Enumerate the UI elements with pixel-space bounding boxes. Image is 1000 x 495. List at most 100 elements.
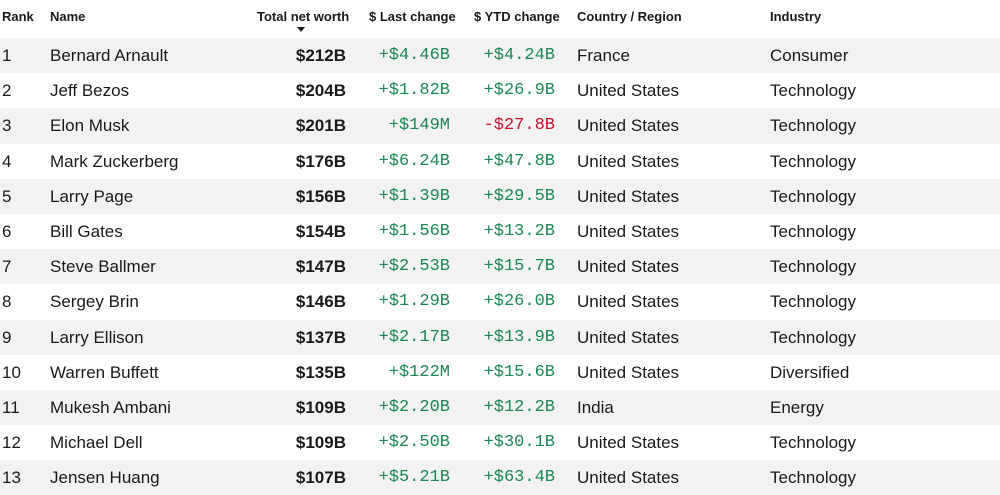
- rank-cell: 13: [2, 468, 21, 488]
- table-row[interactable]: 6 Bill Gates $154B +$1.56B +$13.2B United Sta…: [0, 214, 1000, 249]
- rank-cell: 3: [2, 116, 12, 136]
- industry-cell: Technology: [770, 257, 857, 277]
- industry-cell: Technology: [770, 221, 857, 241]
- country-cell: United States: [577, 468, 680, 488]
- net-worth-cell: $176B: [295, 151, 346, 171]
- name-cell[interactable]: Bernard Arnault: [50, 46, 169, 65]
- table-body: 1 Bernard Arnault $212B +$4.46B +$4.24B Franc…: [0, 38, 1000, 495]
- table-row[interactable]: 10 Warren Buffett $135B +$122M +$15.6B United…: [0, 355, 1000, 390]
- country-cell: United States: [577, 81, 680, 101]
- rank-cell: 5: [2, 186, 12, 206]
- header-last-change[interactable]: $ Last change: [369, 9, 456, 24]
- industry-cell: Technology: [770, 433, 857, 453]
- table-row[interactable]: 12 Michael Dell $109B +$2.50B +$30.1B United …: [0, 425, 1000, 460]
- last-change-cell: +$2.20B: [378, 397, 450, 417]
- name-cell[interactable]: Warren Buffett: [50, 362, 159, 382]
- industry-cell: Technology: [770, 151, 857, 171]
- rank-cell: 6: [2, 221, 12, 241]
- ytd-change-cell: +$13.9B: [483, 327, 555, 347]
- industry-cell: Diversified: [770, 362, 850, 382]
- country-cell: United States: [577, 151, 680, 171]
- last-change-cell: +$1.39B: [378, 186, 450, 206]
- table-row[interactable]: 8 Sergey Brin $146B +$1.29B +$26.0B United St…: [0, 284, 1000, 319]
- header-net-worth[interactable]: Total net worth: [257, 9, 350, 24]
- last-change-cell: +$2.53B: [378, 257, 450, 277]
- name-cell[interactable]: Elon Musk: [50, 116, 130, 136]
- name-cell[interactable]: Michael Dell: [50, 433, 143, 453]
- table-row[interactable]: 9 Larry Ellison $137B +$2.17B +$13.9B United …: [0, 319, 1000, 355]
- net-worth-cell: $137B: [295, 327, 346, 347]
- net-worth-cell: $109B: [295, 433, 346, 453]
- table-header: Rank Name Total net worth $ Last change …: [0, 0, 1000, 38]
- country-cell: United States: [577, 221, 680, 241]
- ytd-change-cell: +$13.2B: [483, 221, 555, 241]
- table-row[interactable]: 5 Larry Page $156B +$1.39B +$29.5B United Sta…: [0, 178, 1000, 214]
- name-cell[interactable]: Larry Ellison: [50, 327, 144, 347]
- net-worth-cell: $201B: [295, 116, 346, 136]
- net-worth-cell: $212B: [295, 46, 346, 65]
- last-change-cell: +$2.50B: [378, 433, 450, 453]
- header-name[interactable]: Name: [50, 9, 86, 24]
- net-worth-cell: $107B: [295, 468, 346, 488]
- rank-cell: 12: [2, 433, 21, 453]
- name-cell[interactable]: Larry Page: [50, 186, 134, 206]
- industry-cell: Technology: [770, 468, 857, 488]
- last-change-cell: +$122M: [388, 362, 450, 382]
- ytd-change-cell: +$47.8B: [483, 151, 555, 171]
- name-cell[interactable]: Jeff Bezos: [50, 81, 130, 101]
- country-cell: United States: [577, 116, 680, 136]
- header-industry[interactable]: Industry: [770, 9, 822, 24]
- ytd-change-cell: +$26.0B: [483, 292, 555, 312]
- industry-cell: Energy: [770, 397, 824, 417]
- country-cell: United States: [577, 292, 680, 312]
- name-cell[interactable]: Steve Ballmer: [50, 257, 156, 277]
- name-cell[interactable]: Mark Zuckerberg: [50, 151, 179, 171]
- net-worth-cell: $156B: [295, 186, 346, 206]
- industry-cell: Technology: [770, 116, 857, 136]
- name-cell[interactable]: Bill Gates: [50, 221, 123, 241]
- ytd-change-cell: +$26.9B: [483, 81, 555, 101]
- country-cell: United States: [577, 362, 680, 382]
- table-row[interactable]: 13 Jensen Huang $107B +$5.21B +$63.4B United …: [0, 460, 1000, 495]
- net-worth-cell: $154B: [295, 221, 346, 241]
- last-change-cell: +$149M: [388, 116, 450, 136]
- sort-descending-icon[interactable]: [297, 27, 305, 32]
- table-row[interactable]: 4 Mark Zuckerberg $176B +$6.24B +$47.8B Unite…: [0, 144, 1000, 179]
- rank-cell: 4: [2, 151, 12, 171]
- industry-cell: Consumer: [770, 46, 849, 65]
- industry-cell: Technology: [770, 81, 857, 101]
- table-row[interactable]: 7 Steve Ballmer $147B +$2.53B +$15.7B United …: [0, 249, 1000, 285]
- last-change-cell: +$4.46B: [378, 46, 450, 65]
- header-rank[interactable]: Rank: [2, 9, 34, 24]
- header-country[interactable]: Country / Region: [577, 9, 682, 24]
- rank-cell: 1: [2, 46, 12, 65]
- table-row[interactable]: 3 Elon Musk $201B +$149M -$27.8B United State…: [0, 108, 1000, 144]
- net-worth-cell: $135B: [295, 362, 346, 382]
- net-worth-cell: $204B: [295, 81, 346, 101]
- rank-cell: 11: [2, 397, 20, 417]
- last-change-cell: +$1.82B: [378, 81, 450, 101]
- industry-cell: Technology: [770, 327, 857, 347]
- table-row[interactable]: 1 Bernard Arnault $212B +$4.46B +$4.24B Franc…: [0, 38, 1000, 74]
- table-row[interactable]: 11 Mukesh Ambani $109B +$2.20B +$12.2B India E…: [0, 389, 1000, 426]
- net-worth-cell: $147B: [295, 257, 346, 277]
- ytd-change-cell: +$15.6B: [483, 362, 555, 382]
- last-change-cell: +$2.17B: [378, 327, 450, 347]
- net-worth-cell: $109B: [295, 397, 346, 417]
- last-change-cell: +$1.29B: [378, 292, 450, 312]
- name-cell[interactable]: Mukesh Ambani: [50, 397, 171, 417]
- last-change-cell: +$6.24B: [378, 151, 450, 171]
- ytd-change-cell: -$27.8B: [483, 116, 555, 136]
- name-cell[interactable]: Jensen Huang: [50, 468, 160, 488]
- name-cell[interactable]: Sergey Brin: [50, 292, 139, 312]
- header-ytd-change[interactable]: $ YTD change: [474, 9, 560, 24]
- ytd-change-cell: +$29.5B: [483, 186, 555, 206]
- ytd-change-cell: +$12.2B: [483, 397, 555, 417]
- rank-cell: 2: [2, 81, 12, 101]
- country-cell: United States: [577, 186, 680, 206]
- industry-cell: Technology: [770, 186, 857, 206]
- rank-cell: 10: [2, 362, 21, 382]
- table-row[interactable]: 2 Jeff Bezos $204B +$1.82B +$26.9B United Sta…: [0, 73, 1000, 108]
- country-cell: France: [577, 46, 630, 65]
